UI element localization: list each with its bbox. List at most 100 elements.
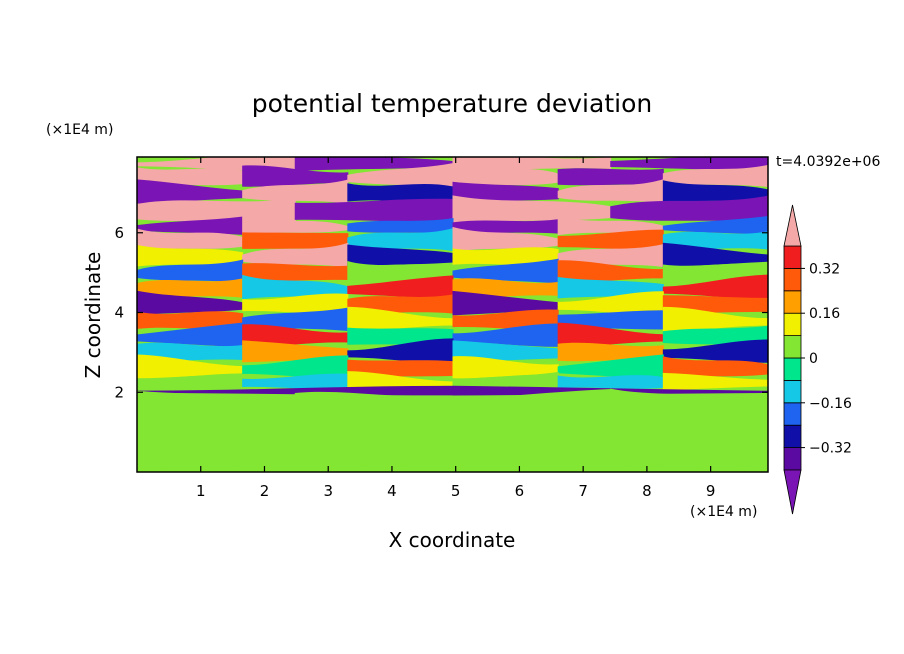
contour-band — [452, 219, 559, 234]
contour-band — [557, 244, 664, 267]
contour-band — [294, 198, 454, 222]
x-tick-label: 8 — [642, 482, 652, 500]
contour-band — [137, 311, 244, 330]
colorbar-segment — [783, 357, 802, 381]
contour-band — [452, 247, 559, 266]
y-axis: 2 4 6 — [114, 224, 768, 401]
x-unit-label: (×1E4 m) — [690, 504, 757, 520]
contour-band — [452, 356, 559, 379]
colorbar-segment — [783, 335, 802, 359]
contour-band — [242, 242, 349, 268]
contour-band — [610, 195, 768, 224]
colorbar-top-arrow — [783, 204, 802, 247]
colorbar-segment — [783, 424, 802, 449]
contour-band — [242, 293, 349, 315]
x-tick-label: 1 — [196, 482, 206, 500]
contour-band — [452, 164, 559, 188]
contour-band — [557, 342, 664, 362]
contour-band — [557, 260, 664, 283]
contour-band — [662, 339, 768, 363]
x-tick-label: 4 — [387, 482, 397, 500]
time-label: t=4.0392e+06 — [776, 154, 880, 170]
colorbar-segment — [783, 447, 802, 471]
colorbar-segment — [783, 312, 802, 337]
contour-band — [242, 373, 349, 390]
x-tick-label: 3 — [323, 482, 333, 500]
contour-band — [662, 306, 768, 332]
contour-band — [242, 340, 349, 363]
contour-band — [347, 218, 454, 235]
contour-band — [242, 274, 349, 300]
y-axis-label: Z coordinate — [81, 252, 105, 379]
x-tick-label: 6 — [515, 482, 525, 500]
contour-band — [137, 216, 244, 235]
contour-band — [662, 231, 768, 250]
contour-band — [557, 215, 664, 236]
contour-band — [347, 163, 454, 188]
contour-band — [137, 342, 244, 362]
contour-band — [347, 228, 454, 252]
plot-frame — [136, 156, 769, 473]
colorbar-tick-label: −0.16 — [809, 396, 852, 412]
y-tick-label: 4 — [114, 304, 124, 322]
colorbar: 0.32 0.16 0 −0.16 −0.32 — [783, 204, 852, 515]
x-tick-label: 7 — [578, 482, 588, 500]
contour-band — [662, 242, 768, 268]
contour-band — [557, 354, 664, 380]
contour-band — [610, 157, 768, 171]
colorbar-segment — [783, 290, 802, 314]
contour-band — [452, 340, 559, 363]
contour-band — [137, 322, 244, 348]
contour-band — [242, 232, 349, 249]
contour-band — [452, 278, 559, 298]
contour-band — [347, 244, 454, 267]
contour-band — [452, 290, 559, 316]
contour-band — [557, 178, 664, 204]
y-tick-label: 6 — [114, 224, 124, 242]
y-unit-label: (×1E4 m) — [46, 122, 113, 138]
contour-band — [662, 325, 768, 346]
colorbar-tick-label: 0.16 — [809, 306, 840, 322]
contour-band — [137, 259, 244, 284]
colorbar-segment — [783, 379, 802, 404]
contour-band — [662, 274, 768, 300]
contour-band — [242, 215, 349, 236]
contour-cell — [685, 430, 762, 472]
contour-band — [242, 307, 349, 331]
contour-cell — [337, 404, 434, 469]
contour-band — [347, 261, 454, 283]
contour-band — [662, 216, 768, 236]
contour-band — [347, 306, 454, 332]
contour-band — [347, 275, 454, 300]
contour-band — [242, 165, 349, 187]
y-tick-label: 2 — [114, 383, 124, 401]
contour-band — [294, 157, 454, 171]
contour-band — [557, 310, 664, 330]
x-axis-label: X coordinate — [389, 528, 516, 552]
contour-band — [347, 183, 454, 202]
colorbar-segment — [783, 267, 802, 292]
x-tick-label: 9 — [706, 482, 716, 500]
contour-band — [137, 374, 244, 390]
contour-band — [452, 371, 559, 391]
contour-band — [557, 291, 664, 316]
contour-band — [242, 355, 349, 379]
contour-band — [137, 167, 244, 186]
contour-band — [452, 309, 559, 330]
contour-band — [242, 263, 349, 282]
contour-band — [347, 359, 454, 377]
contour-band — [557, 168, 664, 186]
colorbar-tick-label: 0.32 — [809, 261, 840, 277]
contour-band — [662, 356, 768, 379]
contour-band — [137, 290, 244, 316]
contour-band — [557, 229, 664, 251]
colorbar-segment — [783, 245, 802, 269]
x-axis: 1 2 3 4 5 6 7 8 9 — [196, 157, 715, 500]
contour-cell — [512, 420, 629, 472]
colorbar-segment — [783, 402, 802, 426]
contour-band — [452, 181, 559, 203]
contour-band — [347, 338, 454, 364]
colorbar-tick-label: −0.32 — [809, 441, 852, 457]
contour-band — [452, 195, 612, 224]
